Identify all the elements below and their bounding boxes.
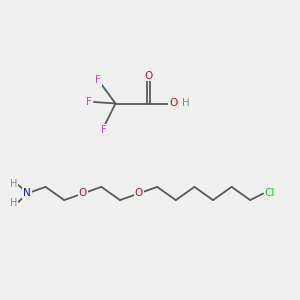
Text: N: N [23,188,31,199]
Text: O: O [169,98,178,109]
Text: H: H [10,178,17,189]
Text: H: H [182,98,189,109]
Text: O: O [134,188,143,199]
Text: Cl: Cl [265,188,275,199]
Text: F: F [95,75,101,85]
Text: O: O [144,70,153,81]
Text: F: F [100,125,106,135]
Text: O: O [79,188,87,199]
Text: F: F [86,97,92,107]
Text: H: H [10,198,17,208]
